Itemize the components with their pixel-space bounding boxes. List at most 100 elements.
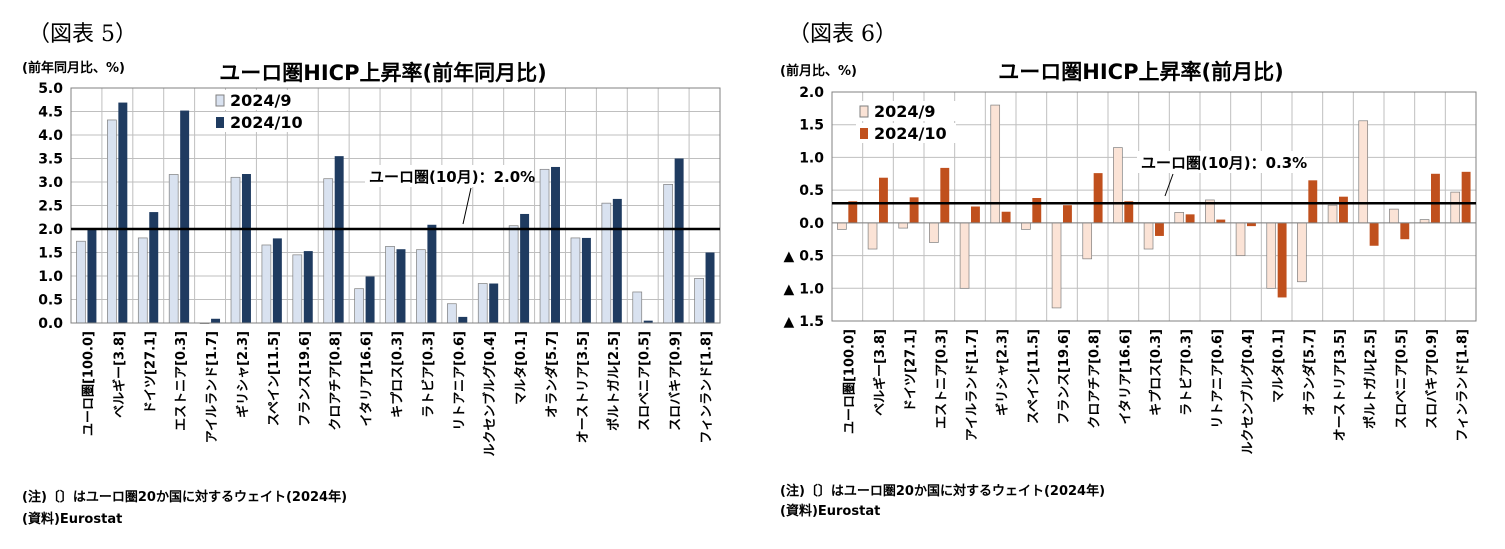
bar-oct (1155, 222, 1164, 236)
bar-oct (1063, 205, 1072, 223)
y-tick-label: ▲ 1.0 (784, 281, 825, 297)
bar-oct (458, 316, 468, 323)
bar-sep (929, 222, 939, 243)
legend-swatch (216, 117, 224, 128)
y-tick-label: 0.5 (799, 183, 824, 199)
category-label: スペイン[11.5] (1026, 329, 1041, 424)
legend-swatch (859, 105, 869, 118)
category-label: エストニア[0.3] (934, 329, 949, 429)
source-note: (資料)Eurostat (780, 504, 881, 519)
bar-sep (230, 176, 241, 324)
category-label: ルクセンブルグ[0.4] (1240, 329, 1256, 455)
bar-oct (551, 166, 560, 323)
bar-sep (1051, 222, 1062, 309)
bar-sep (694, 278, 704, 324)
bar-oct (909, 197, 919, 223)
y-tick-label: 3.0 (38, 175, 63, 191)
bar-sep (539, 168, 550, 324)
bar-sep (1021, 222, 1031, 230)
bar-oct (1247, 222, 1256, 227)
category-label: スロベニア[0.5] (638, 331, 653, 431)
legend-swatch (860, 128, 868, 139)
bar-sep (477, 283, 488, 324)
category-label: キプロス[0.3] (391, 331, 406, 418)
bar-oct (848, 201, 858, 223)
category-label: ギリシャ[2.3] (995, 329, 1011, 416)
category-label: ドイツ[27.1] (904, 329, 919, 412)
bar-sep (1358, 120, 1369, 224)
bar-oct (211, 318, 221, 323)
category-label: オーストリア[3.5] (1333, 329, 1348, 441)
legend-swatch (215, 94, 225, 107)
bar-oct (334, 156, 344, 323)
bar-sep (1235, 222, 1246, 256)
category-label: ベルギー[3.8] (111, 331, 127, 418)
bar-oct (303, 251, 313, 323)
bar-oct (1216, 219, 1226, 223)
bar-oct (643, 320, 653, 323)
bar-oct (1461, 171, 1471, 223)
y-tick-label: 4.0 (38, 128, 63, 144)
category-label: ラトビア[0.3] (420, 331, 436, 418)
category-label: クロアチア[0.8] (329, 331, 344, 431)
figure-label: （図表 5） (28, 22, 137, 47)
category-label: イタリア[16.6] (360, 331, 375, 426)
bar-oct (1431, 173, 1440, 223)
bar-sep (990, 104, 1001, 224)
bar-sep (898, 222, 909, 229)
bar-sep (292, 254, 303, 324)
y-tick-label: 0.5 (38, 293, 63, 309)
legend-label: 2024/10 (230, 113, 303, 132)
bar-sep (1113, 147, 1123, 224)
y-tick-label: 1.5 (799, 118, 824, 134)
bar-oct (1369, 222, 1379, 246)
reference-label-bg (365, 165, 533, 187)
legend-label: 2024/9 (230, 91, 292, 110)
category-label: イタリア[16.6] (1118, 329, 1133, 424)
footnote: (注)〔〕はユーロ圏20か国に対するウェイト(2024年) (22, 490, 348, 505)
bar-oct (1001, 211, 1011, 223)
bar-oct (971, 206, 980, 223)
bar-sep (1143, 222, 1154, 250)
y-tick-label: 4.5 (38, 105, 63, 121)
bar-sep (261, 244, 272, 324)
category-label: エストニア[0.3] (174, 331, 189, 431)
bar-oct (879, 177, 888, 223)
bar-oct (1400, 222, 1410, 240)
bar-oct (1124, 201, 1134, 223)
plot-frame (831, 91, 1477, 322)
bar-oct (1277, 222, 1287, 298)
category-label: フランス[19.6] (298, 331, 313, 427)
bar-oct (87, 229, 97, 323)
category-label: スロバキア[0.9] (1425, 329, 1440, 429)
category-label: キプロス[0.3] (1149, 329, 1164, 416)
bar-sep (663, 184, 673, 324)
category-label: フランス[19.6] (1057, 329, 1072, 425)
reference-label: ユーロ圏(10月)：2.0% (369, 168, 535, 186)
bar-oct (705, 252, 715, 323)
chart-panel-yoy: （図表 5） ユーロ圏HICP上昇率(前年同月比) (前年同月比、%) 0.0 0.5… (0, 0, 750, 549)
y-tick-label: 1.5 (38, 246, 63, 262)
category-label: リトアニア[0.6] (452, 331, 467, 431)
bar-oct (581, 237, 591, 323)
bar-sep (959, 222, 970, 289)
source-note: (資料)Eurostat (22, 512, 123, 527)
y-tick-label: 2.0 (38, 222, 63, 238)
legend-label: 2024/9 (874, 102, 936, 121)
bar-sep (385, 246, 395, 324)
bar-sep (323, 178, 334, 324)
y-axis-label: (前月比、%) (780, 63, 857, 79)
bar-oct (520, 213, 530, 323)
bar-sep (837, 222, 847, 230)
bar-oct (180, 110, 190, 323)
legend-label: 2024/10 (874, 124, 947, 143)
category-label: オランダ[5.7] (1301, 329, 1317, 416)
chart-title: ユーロ圏HICP上昇率(前年同月比) (219, 61, 546, 85)
category-label: ユーロ圏[100.0] (842, 329, 857, 434)
category-label: クロアチア[0.8] (1088, 329, 1103, 429)
category-label: スロバキア[0.9] (669, 331, 684, 431)
figure-label: （図表 6） (788, 22, 897, 47)
bar-sep (416, 249, 426, 324)
legend-bg (856, 123, 956, 143)
category-label: フィンランド[1.8] (1456, 329, 1471, 442)
